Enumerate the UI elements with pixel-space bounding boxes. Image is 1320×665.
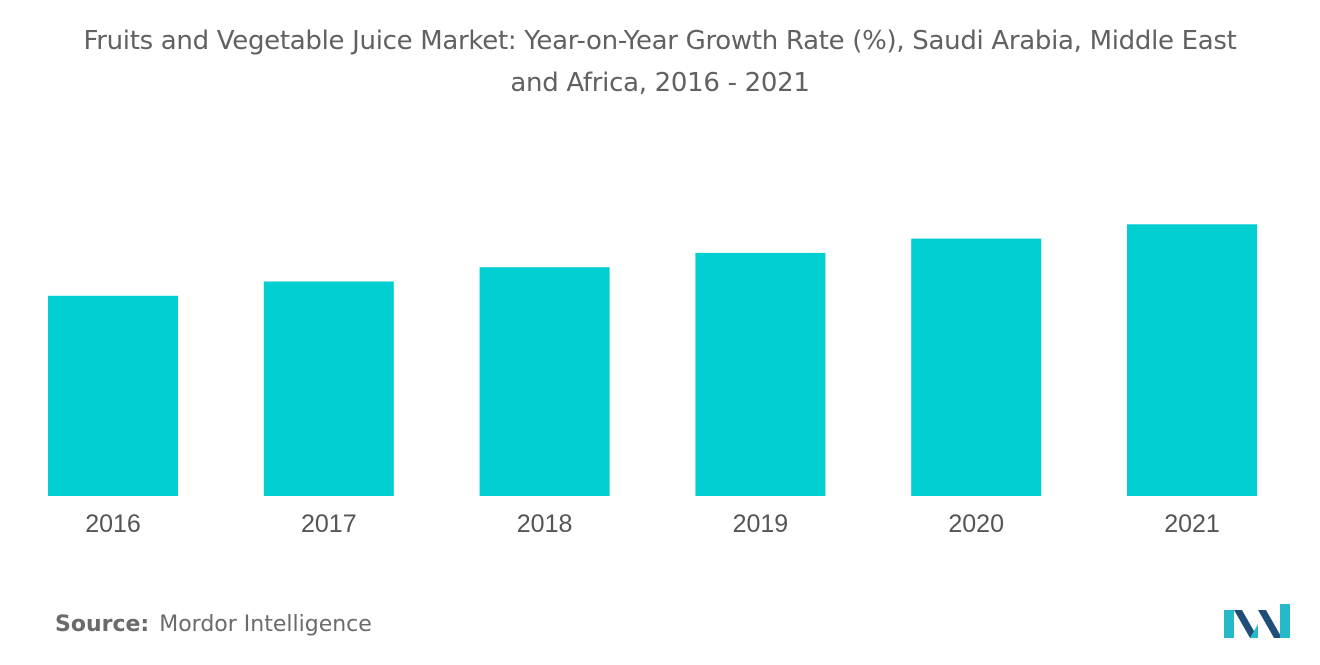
x-axis-tick-labels: 2016 2017 2018 2019 2020 2021 (85, 510, 1220, 538)
chart-title: Fruits and Vegetable Juice Market: Year-… (83, 26, 1237, 98)
x-tick-label-2019: 2019 (733, 510, 789, 538)
bars-group (48, 224, 1257, 497)
bar-2019 (695, 252, 826, 496)
bar-2020 (911, 238, 1042, 496)
x-tick-label-2021: 2021 (1164, 510, 1220, 538)
x-tick-label-2018: 2018 (517, 510, 573, 538)
bar-chart: 2016 2017 2018 2019 2020 2021 (48, 224, 1257, 538)
bar-2016 (48, 295, 178, 496)
x-tick-label-2016: 2016 (85, 510, 141, 538)
source-value: Mordor Intelligence (159, 612, 372, 637)
source-line: Source: Mordor Intelligence (55, 612, 372, 637)
bar-2021 (1127, 224, 1257, 497)
bar-2017 (263, 281, 394, 496)
mordor-intelligence-logo-icon (1224, 604, 1290, 638)
x-tick-label-2020: 2020 (948, 510, 1004, 538)
bar-2018 (479, 267, 610, 496)
x-tick-label-2017: 2017 (301, 510, 357, 538)
source-label: Source: (55, 612, 150, 637)
